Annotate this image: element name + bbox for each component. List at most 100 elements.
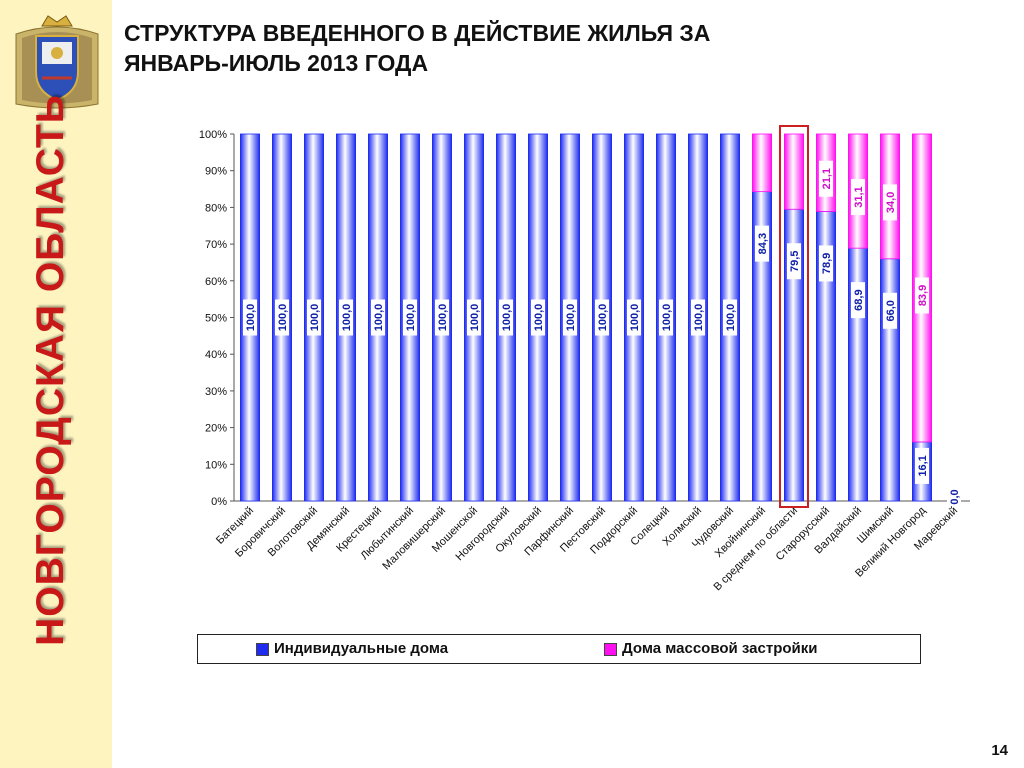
bar-value-label-individual: 100,0 — [691, 299, 705, 336]
label-background — [243, 299, 257, 336]
y-tick-label: 80% — [205, 202, 227, 214]
y-tick-label: 40% — [205, 349, 227, 361]
legend-swatch-individual — [256, 643, 269, 656]
bar-value-label-individual: 100,0 — [339, 299, 353, 336]
label-background — [659, 299, 673, 336]
bar-segment-mass — [784, 133, 805, 210]
label-background — [275, 299, 289, 336]
bar-value-label-individual: 66,0 — [883, 292, 897, 329]
value-text: 100,0 — [245, 304, 257, 332]
bar-value-label-individual: 0,0 — [947, 479, 961, 515]
bar-value-label-individual: 100,0 — [723, 299, 737, 336]
value-text: 100,0 — [597, 304, 609, 332]
value-text: 100,0 — [309, 304, 321, 332]
label-background — [403, 299, 417, 336]
value-text: 100,0 — [725, 304, 737, 332]
sidebar: НОВГОРОДСКАЯ ОБЛАСТЬ — [0, 0, 112, 768]
legend-swatch-mass — [604, 643, 617, 656]
coat-of-arms-icon — [15, 15, 99, 109]
value-text: 100,0 — [533, 304, 545, 332]
label-background — [595, 299, 609, 336]
bar-value-label-individual: 100,0 — [435, 299, 449, 336]
value-text: 100,0 — [693, 304, 705, 332]
value-text: 79,5 — [789, 251, 801, 272]
highlight-frame — [779, 125, 809, 508]
label-background — [851, 282, 865, 319]
value-text: 100,0 — [405, 304, 417, 332]
label-background — [915, 277, 929, 314]
label-background — [883, 184, 897, 221]
y-tick-label: 10% — [205, 459, 227, 471]
label-background — [627, 299, 641, 336]
value-text: 66,0 — [885, 300, 897, 321]
bar-value-label-individual: 100,0 — [563, 299, 577, 336]
value-text: 0,0 — [949, 489, 961, 504]
bar-value-label-individual: 100,0 — [531, 299, 545, 336]
label-background — [371, 299, 385, 336]
value-text: 68,9 — [853, 289, 865, 310]
label-background — [499, 299, 513, 336]
value-text: 100,0 — [437, 304, 449, 332]
bar-value-label-individual: 78,9 — [819, 245, 833, 282]
value-text: 31,1 — [853, 186, 865, 207]
value-text: 100,0 — [661, 304, 673, 332]
label-background — [723, 299, 737, 336]
y-tick-label: 70% — [205, 239, 227, 251]
bar-value-label-individual: 100,0 — [595, 299, 609, 336]
label-background — [819, 160, 833, 197]
label-background — [947, 479, 961, 515]
value-text: 78,9 — [821, 253, 833, 274]
bar-value-label-individual: 100,0 — [499, 299, 513, 336]
y-tick-label: 50% — [205, 313, 227, 325]
value-text: 100,0 — [565, 304, 577, 332]
value-text: 100,0 — [469, 304, 481, 332]
value-text: 100,0 — [373, 304, 385, 332]
title-line-1: СТРУКТУРА ВВЕДЕННОГО В ДЕЙСТВИЕ ЖИЛЬЯ ЗА — [124, 20, 711, 46]
bar-value-label-individual: 100,0 — [627, 299, 641, 336]
region-name-vertical: НОВГОРОДСКАЯ ОБЛАСТЬ — [29, 94, 72, 646]
bar-value-label-individual: 100,0 — [659, 299, 673, 336]
legend-label-individual: Индивидуальные дома — [274, 640, 449, 657]
label-background — [883, 292, 897, 329]
label-background — [787, 243, 801, 280]
bar-value-label-individual: 100,0 — [275, 299, 289, 336]
slide-title: СТРУКТУРА ВВЕДЕННОГО В ДЕЙСТВИЕ ЖИЛЬЯ ЗА… — [124, 18, 884, 78]
bar-value-label-individual: 16,1 — [915, 447, 929, 484]
label-background — [915, 447, 929, 484]
value-text: 100,0 — [501, 304, 513, 332]
label-background — [563, 299, 577, 336]
y-tick-label: 100% — [199, 129, 227, 141]
bar-value-label-mass: 21,1 — [819, 160, 833, 197]
label-background — [307, 299, 321, 336]
bar-value-label-individual: 100,0 — [467, 299, 481, 336]
value-text: 100,0 — [629, 304, 641, 332]
value-text: 100,0 — [277, 304, 289, 332]
label-background — [467, 299, 481, 336]
housing-structure-chart: 0%10%20%30%40%50%60%70%80%90%100%100,0Ба… — [199, 125, 970, 593]
label-background — [819, 245, 833, 282]
y-tick-label: 30% — [205, 386, 227, 398]
bar-value-label-individual: 100,0 — [243, 299, 257, 336]
bar-value-label-individual: 84,3 — [755, 225, 769, 262]
title-line-2: ЯНВАРЬ-ИЮЛЬ 2013 ГОДА — [124, 50, 429, 76]
bar-value-label-mass: 83,9 — [915, 277, 929, 314]
bar-value-label-individual: 79,5 — [787, 243, 801, 280]
y-tick-label: 60% — [205, 276, 227, 288]
label-background — [691, 299, 705, 336]
value-text: 21,1 — [821, 168, 833, 189]
y-tick-label: 20% — [205, 423, 227, 435]
bar-value-label-individual: 100,0 — [307, 299, 321, 336]
bar-segment-mass — [752, 133, 773, 193]
value-text: 16,1 — [917, 455, 929, 476]
value-text: 84,3 — [757, 233, 769, 254]
legend-label-mass: Дома массовой застройки — [622, 640, 818, 657]
bar-value-label-individual: 68,9 — [851, 282, 865, 319]
label-background — [851, 179, 865, 216]
bar-value-label-individual: 100,0 — [371, 299, 385, 336]
label-background — [755, 225, 769, 262]
value-text: 83,9 — [917, 285, 929, 306]
chart-legend: Индивидуальные дома Дома массовой застро… — [197, 634, 921, 664]
y-tick-label: 90% — [205, 166, 227, 178]
value-text: 100,0 — [341, 304, 353, 332]
label-background — [531, 299, 545, 336]
